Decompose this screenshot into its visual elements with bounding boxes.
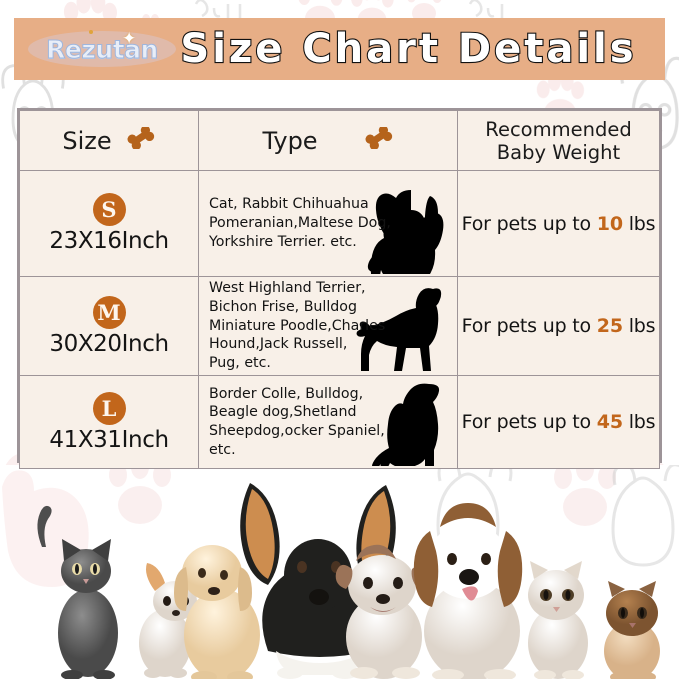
brand-name: Rezutan xyxy=(46,34,159,64)
logo-halo xyxy=(28,31,176,67)
type-cell: Cat, Rabbit Chihuahua Pomeranian,Maltese… xyxy=(198,170,458,277)
table-row: M 30X20Inch West Highland Terrier, Bicho… xyxy=(19,276,660,376)
header-cell-weight: Recommended Baby Weight xyxy=(457,110,660,171)
size-dimensions: 23X16Inch xyxy=(49,228,169,254)
table-row: L 41X31Inch Border Colle, Bulldog, Beagl… xyxy=(19,375,660,469)
weight-cell: For pets up to 45 lbs xyxy=(457,375,660,469)
dot-icon xyxy=(89,30,93,34)
size-dimensions: 30X20Inch xyxy=(49,330,169,357)
table-row: S 23X16Inch Cat, Rabbit Chihuahua Pomera… xyxy=(19,170,660,277)
breed-list: Cat, Rabbit Chihuahua Pomeranian,Maltese… xyxy=(209,196,391,250)
standing-labrador-silhouette-icon xyxy=(355,283,455,371)
header-weight-line1: Recommended xyxy=(485,117,632,141)
brand-logo: Rezutan ✦ xyxy=(26,25,178,73)
weight-cell: For pets up to 10 lbs xyxy=(457,170,660,277)
weight-suffix: lbs xyxy=(628,411,656,433)
size-badge: L xyxy=(92,391,126,425)
breed-list: West Highland Terrier, Bichon Frise, Bul… xyxy=(209,280,386,372)
sitting-spaniel-silhouette-icon xyxy=(363,380,455,466)
pets-photo-strip xyxy=(0,465,679,679)
white-persian-kitten xyxy=(528,561,588,679)
bone-icon xyxy=(126,125,156,155)
sitting-puppy-silhouette-icon xyxy=(367,182,453,274)
weight-value: 45 xyxy=(596,411,623,433)
size-dimensions: 41X31Inch xyxy=(49,426,169,453)
size-cell: L 41X31Inch xyxy=(19,375,199,469)
weight-prefix: For pets up to xyxy=(461,411,591,433)
size-badge: M xyxy=(92,295,126,329)
weight-value: 25 xyxy=(596,315,623,337)
header-cell-type: Type xyxy=(198,110,458,171)
star-icon: ✦ xyxy=(122,29,137,48)
header-banner: Rezutan ✦ Size Chart Details xyxy=(14,18,665,80)
size-badge: S xyxy=(92,193,126,226)
weight-cell: For pets up to 25 lbs xyxy=(457,276,660,376)
header-cell-size: Size xyxy=(19,110,199,171)
labrador-puppy xyxy=(174,545,260,679)
table-header-row: Size xyxy=(19,110,660,171)
size-cell: M 30X20Inch xyxy=(19,276,199,376)
basset-hound xyxy=(240,483,396,679)
header-size-label: Size xyxy=(62,126,112,155)
weight-prefix: For pets up to xyxy=(461,315,591,337)
weight-prefix: For pets up to xyxy=(461,212,591,235)
weight-value: 10 xyxy=(596,212,623,235)
grey-kitten xyxy=(37,505,118,679)
type-cell: West Highland Terrier, Bichon Frise, Bul… xyxy=(198,276,458,376)
saint-bernard xyxy=(413,503,523,679)
breed-list: Border Colle, Bulldog, Beagle dog,Shetla… xyxy=(209,385,385,458)
size-chart-table-wrapper: Size xyxy=(17,108,662,469)
header-type-label: Type xyxy=(262,126,318,155)
type-cell: Border Colle, Bulldog, Beagle dog,Shetla… xyxy=(198,375,458,469)
size-cell: S 23X16Inch xyxy=(19,170,199,277)
tan-persian-kitten xyxy=(604,581,660,679)
size-chart-table: Size xyxy=(19,110,660,469)
header-weight-line2: Baby Weight xyxy=(496,140,621,164)
weight-suffix: lbs xyxy=(628,315,656,337)
page-title: Size Chart Details xyxy=(179,25,637,73)
pets-illustration xyxy=(2,465,679,679)
weight-suffix: lbs xyxy=(628,212,656,235)
bone-icon xyxy=(364,125,394,155)
